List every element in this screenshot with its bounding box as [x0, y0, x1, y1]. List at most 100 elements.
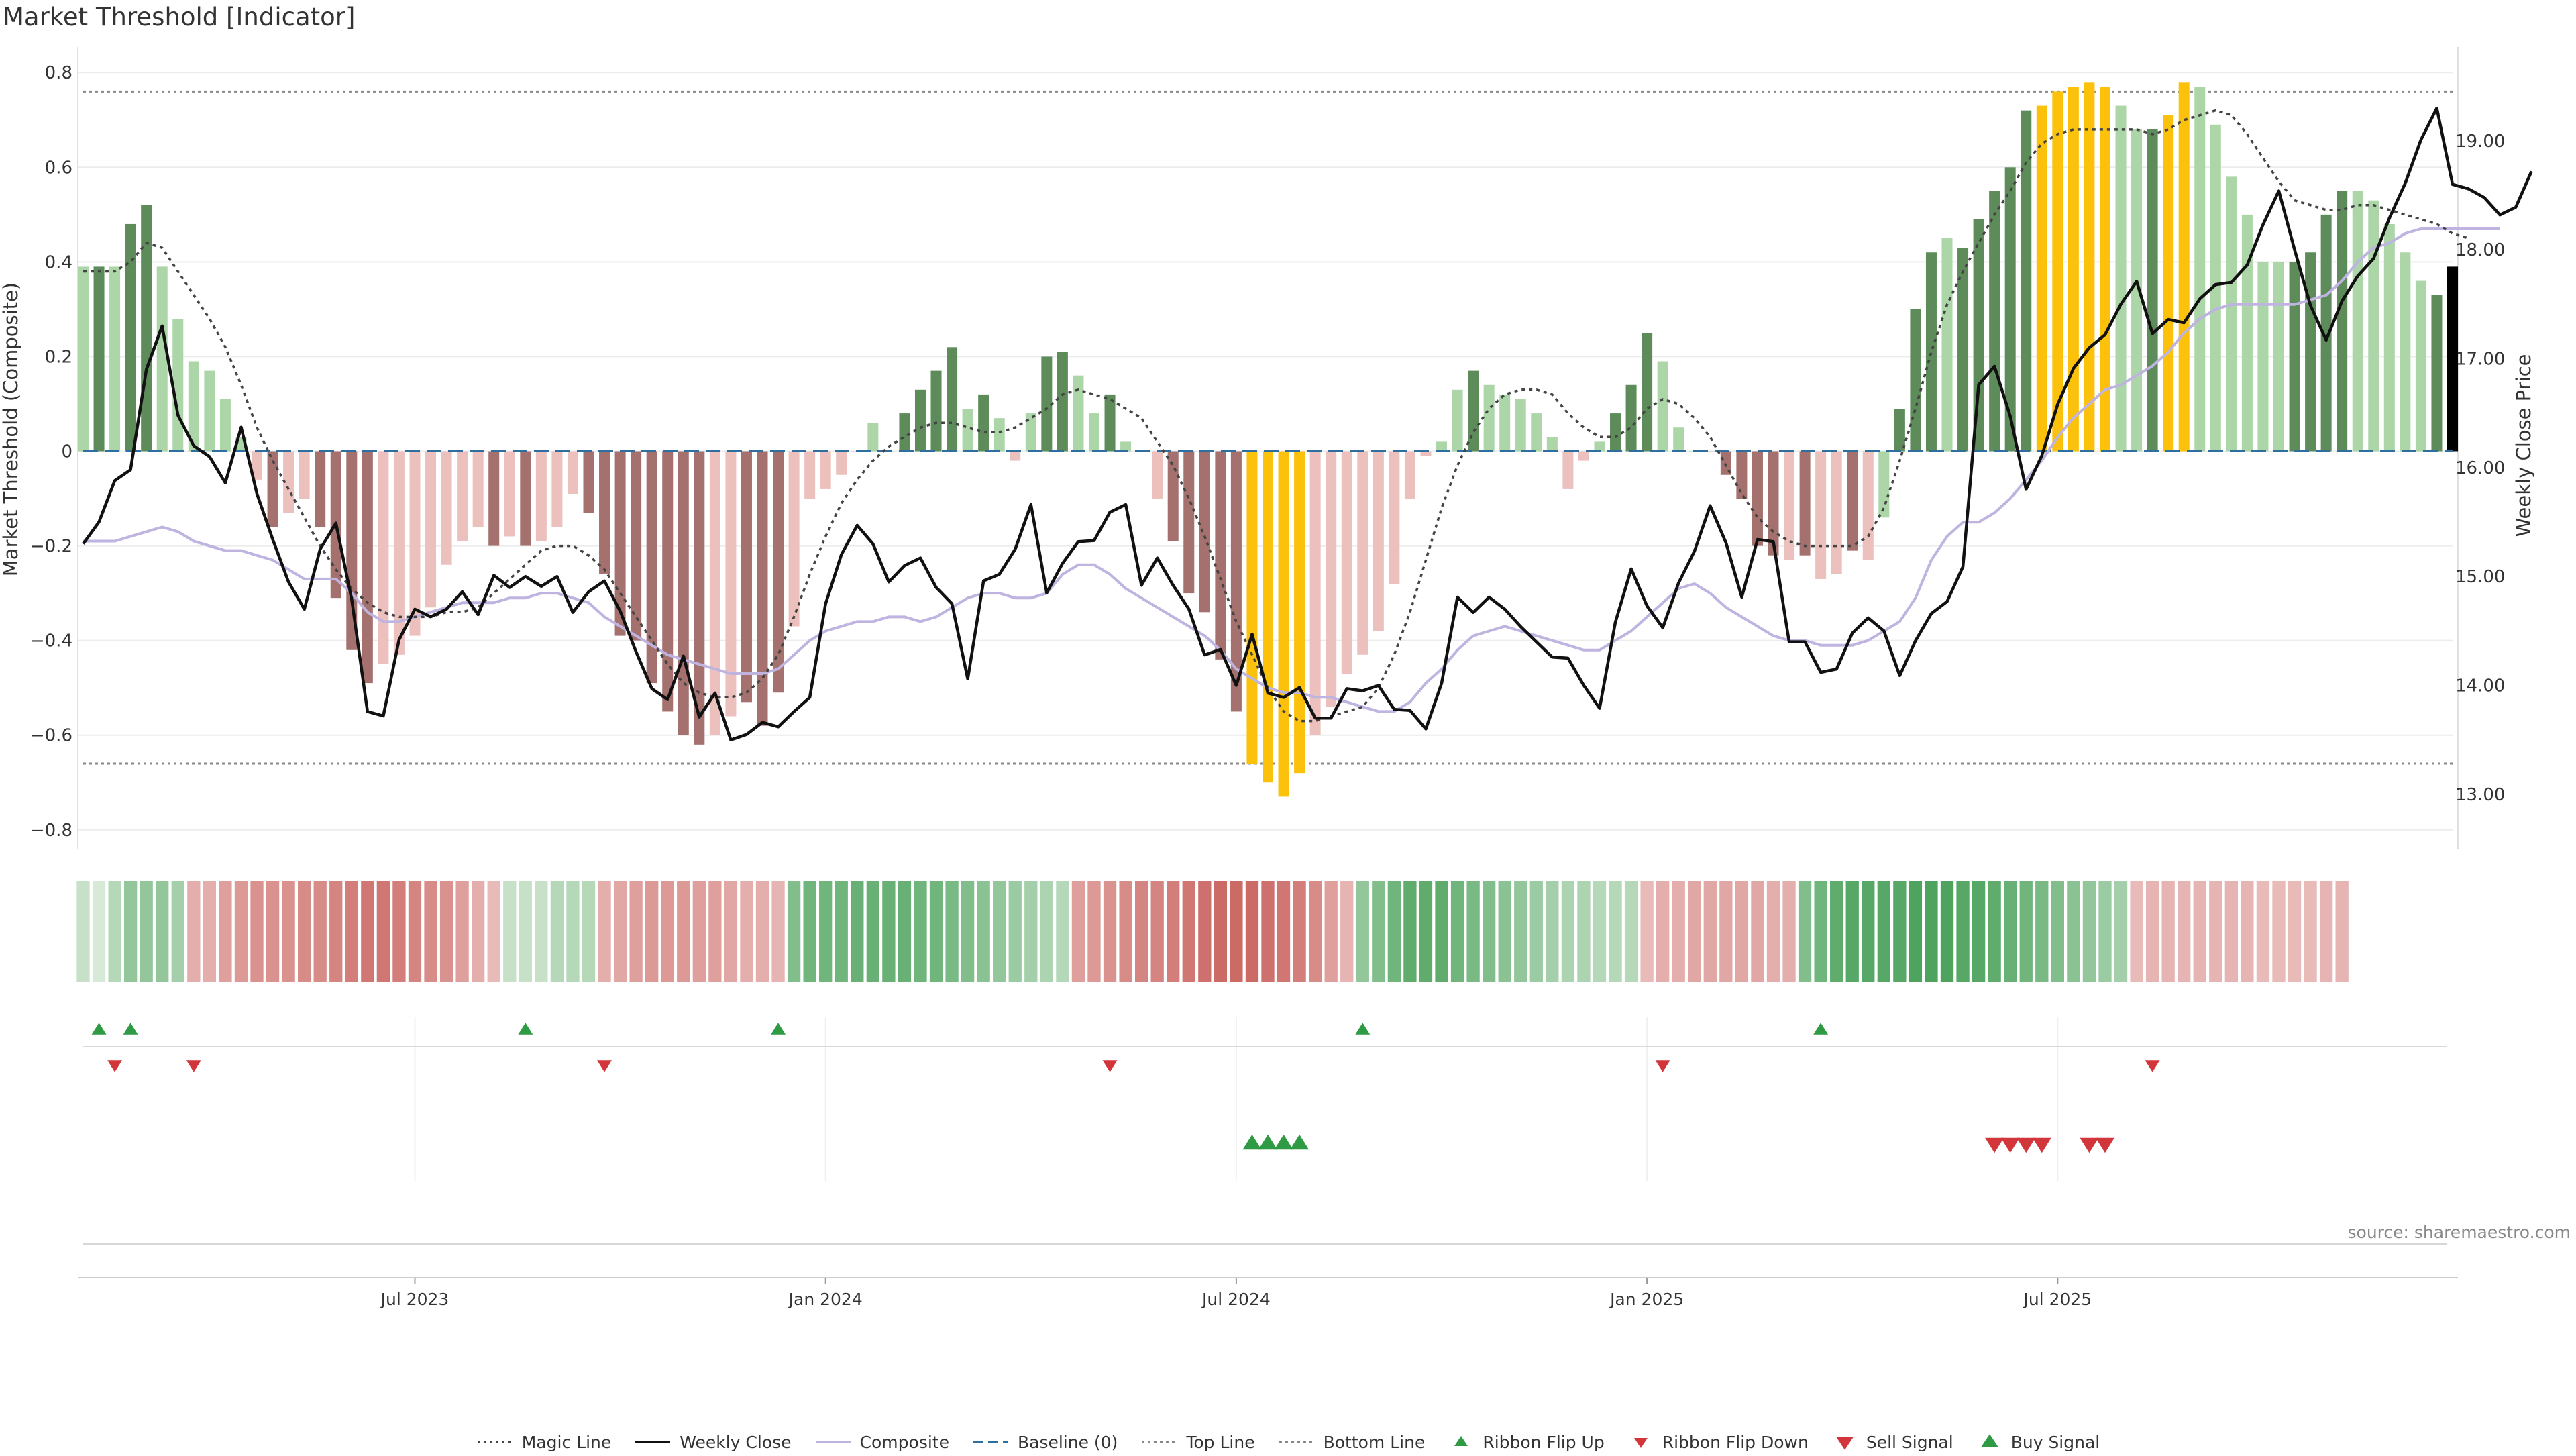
ribbon-segment	[1782, 881, 1796, 982]
y-tick-label-right: 16.00	[2455, 458, 2505, 478]
composite-bar	[2337, 191, 2348, 452]
ribbon-segment	[550, 881, 564, 982]
ribbon-segment	[1435, 881, 1448, 982]
composite-bar	[820, 451, 831, 489]
composite-bar	[2400, 252, 2411, 452]
composite-bar	[156, 266, 168, 452]
ribbon-segment	[724, 881, 738, 982]
left-axis: 0.8 0.6 0.4 0.2 0 −0.2 −0.4 −0.6 −0.8	[30, 63, 72, 841]
composite-bar	[2431, 295, 2443, 452]
ribbon-segment	[1735, 881, 1749, 982]
composite-bar	[836, 451, 847, 475]
ribbon-segment	[835, 881, 848, 982]
legend-label: Composite	[859, 1432, 949, 1452]
chart-title: Market Threshold [Indicator]	[3, 3, 356, 32]
composite-bar	[662, 451, 674, 712]
ribbon-segment	[519, 881, 532, 982]
ribbon-segment	[1798, 881, 1812, 982]
composite-bar	[1989, 191, 2000, 452]
composite-bar	[2368, 200, 2379, 452]
composite-bar	[1025, 413, 1036, 452]
ribbon-segment	[1134, 881, 1148, 982]
ribbon-segment	[1372, 881, 1385, 982]
composite-bar	[1515, 399, 1526, 452]
ribbon-segment	[993, 881, 1006, 982]
ribbon-segment	[2067, 881, 2080, 982]
ribbon-segment	[1419, 881, 1433, 982]
ribbon-segment	[819, 881, 833, 982]
ribbon-segment	[2319, 881, 2333, 982]
right-axis: 19.00 18.00 17.00 16.00 15.00 14.00 13.00	[2455, 132, 2505, 805]
composite-bar	[1389, 451, 1400, 584]
composite-bar	[646, 451, 657, 684]
ribbon-segment	[455, 881, 469, 982]
composite-bar	[1341, 451, 1352, 674]
legend-item-baseline: Baseline (0)	[972, 1433, 1118, 1452]
composite-bar	[1167, 451, 1179, 541]
source-note: source: sharemaestro.com	[2347, 1223, 2571, 1242]
sell-signal-marker	[1985, 1137, 2004, 1153]
ribbon-segment	[1703, 881, 1717, 982]
composite-bar	[1752, 451, 1763, 546]
ribbon-segment	[1167, 881, 1180, 982]
ribbon-segment	[1293, 881, 1306, 982]
composite-bar	[741, 451, 752, 703]
buy-signal-marker	[1290, 1134, 1309, 1150]
composite-bar	[551, 451, 563, 527]
composite-bar	[393, 451, 405, 655]
composite-bar	[1784, 451, 1795, 560]
ribbon-segment	[2224, 881, 2239, 982]
legend-label: Sell Signal	[1866, 1432, 1953, 1452]
ribbon-segment	[1814, 881, 1827, 982]
series-lines	[82, 106, 2533, 741]
composite-bar	[2320, 214, 2332, 452]
ribbon-segment	[1214, 881, 1228, 982]
ribbon-segment	[1071, 881, 1085, 982]
ribbon-segment	[629, 881, 643, 982]
ribbon-segment	[598, 881, 611, 982]
composite-bar	[1878, 451, 1890, 518]
composite-bar	[709, 451, 720, 735]
composite-bar	[425, 451, 437, 608]
composite-bar	[1847, 451, 1858, 551]
composite-bar	[2147, 129, 2158, 452]
sell-signal-marker	[2080, 1137, 2099, 1153]
legend-item-sell: Sell Signal	[1831, 1433, 1953, 1452]
triangle-up-icon	[1448, 1433, 1474, 1451]
y-tick-label-left: 0.8	[45, 63, 72, 83]
y-tick-label-left: 0.4	[45, 252, 72, 272]
ribbon-flip-up-marker	[1355, 1023, 1371, 1035]
ribbon-segment	[1198, 881, 1212, 982]
ribbon-segment	[1340, 881, 1354, 982]
composite-bar	[631, 451, 642, 641]
ribbon-segment	[1087, 881, 1101, 982]
weekly-close-line	[82, 106, 2533, 741]
ribbon-segment	[92, 881, 106, 982]
ribbon-flip-up-marker	[1813, 1023, 1829, 1035]
composite-bar	[678, 451, 689, 735]
composite-bar	[947, 347, 958, 452]
y-tick-label-left: −0.8	[30, 821, 72, 841]
composite-bar	[2210, 124, 2221, 452]
trend-ribbon	[76, 881, 2349, 982]
y-tick-label-left: −0.6	[30, 726, 72, 746]
composite-bar	[2115, 105, 2127, 452]
ribbon-segment	[1751, 881, 1764, 982]
ribbon-segment	[140, 881, 153, 982]
composite-bar	[520, 451, 531, 546]
composite-bar	[1152, 451, 1163, 499]
y-axis-label-left: Market Threshold (Composite)	[0, 282, 22, 576]
ribbon-segment	[929, 881, 943, 982]
legend-label: Magic Line	[521, 1432, 612, 1452]
ribbon-segment	[250, 881, 264, 982]
legend-label: Bottom Line	[1323, 1432, 1426, 1452]
legend-item-bottom: Bottom Line	[1278, 1432, 1426, 1452]
composite-bar	[1799, 451, 1811, 556]
composite-bar	[2194, 87, 2206, 452]
composite-bar	[1041, 356, 1053, 452]
dotted-line-icon	[1278, 1435, 1316, 1449]
ribbon-segment	[2178, 881, 2191, 982]
ribbon-segment	[1672, 881, 1685, 982]
ribbon-flip-panel	[83, 1017, 2447, 1181]
ribbon-flip-down-marker	[2145, 1060, 2160, 1072]
